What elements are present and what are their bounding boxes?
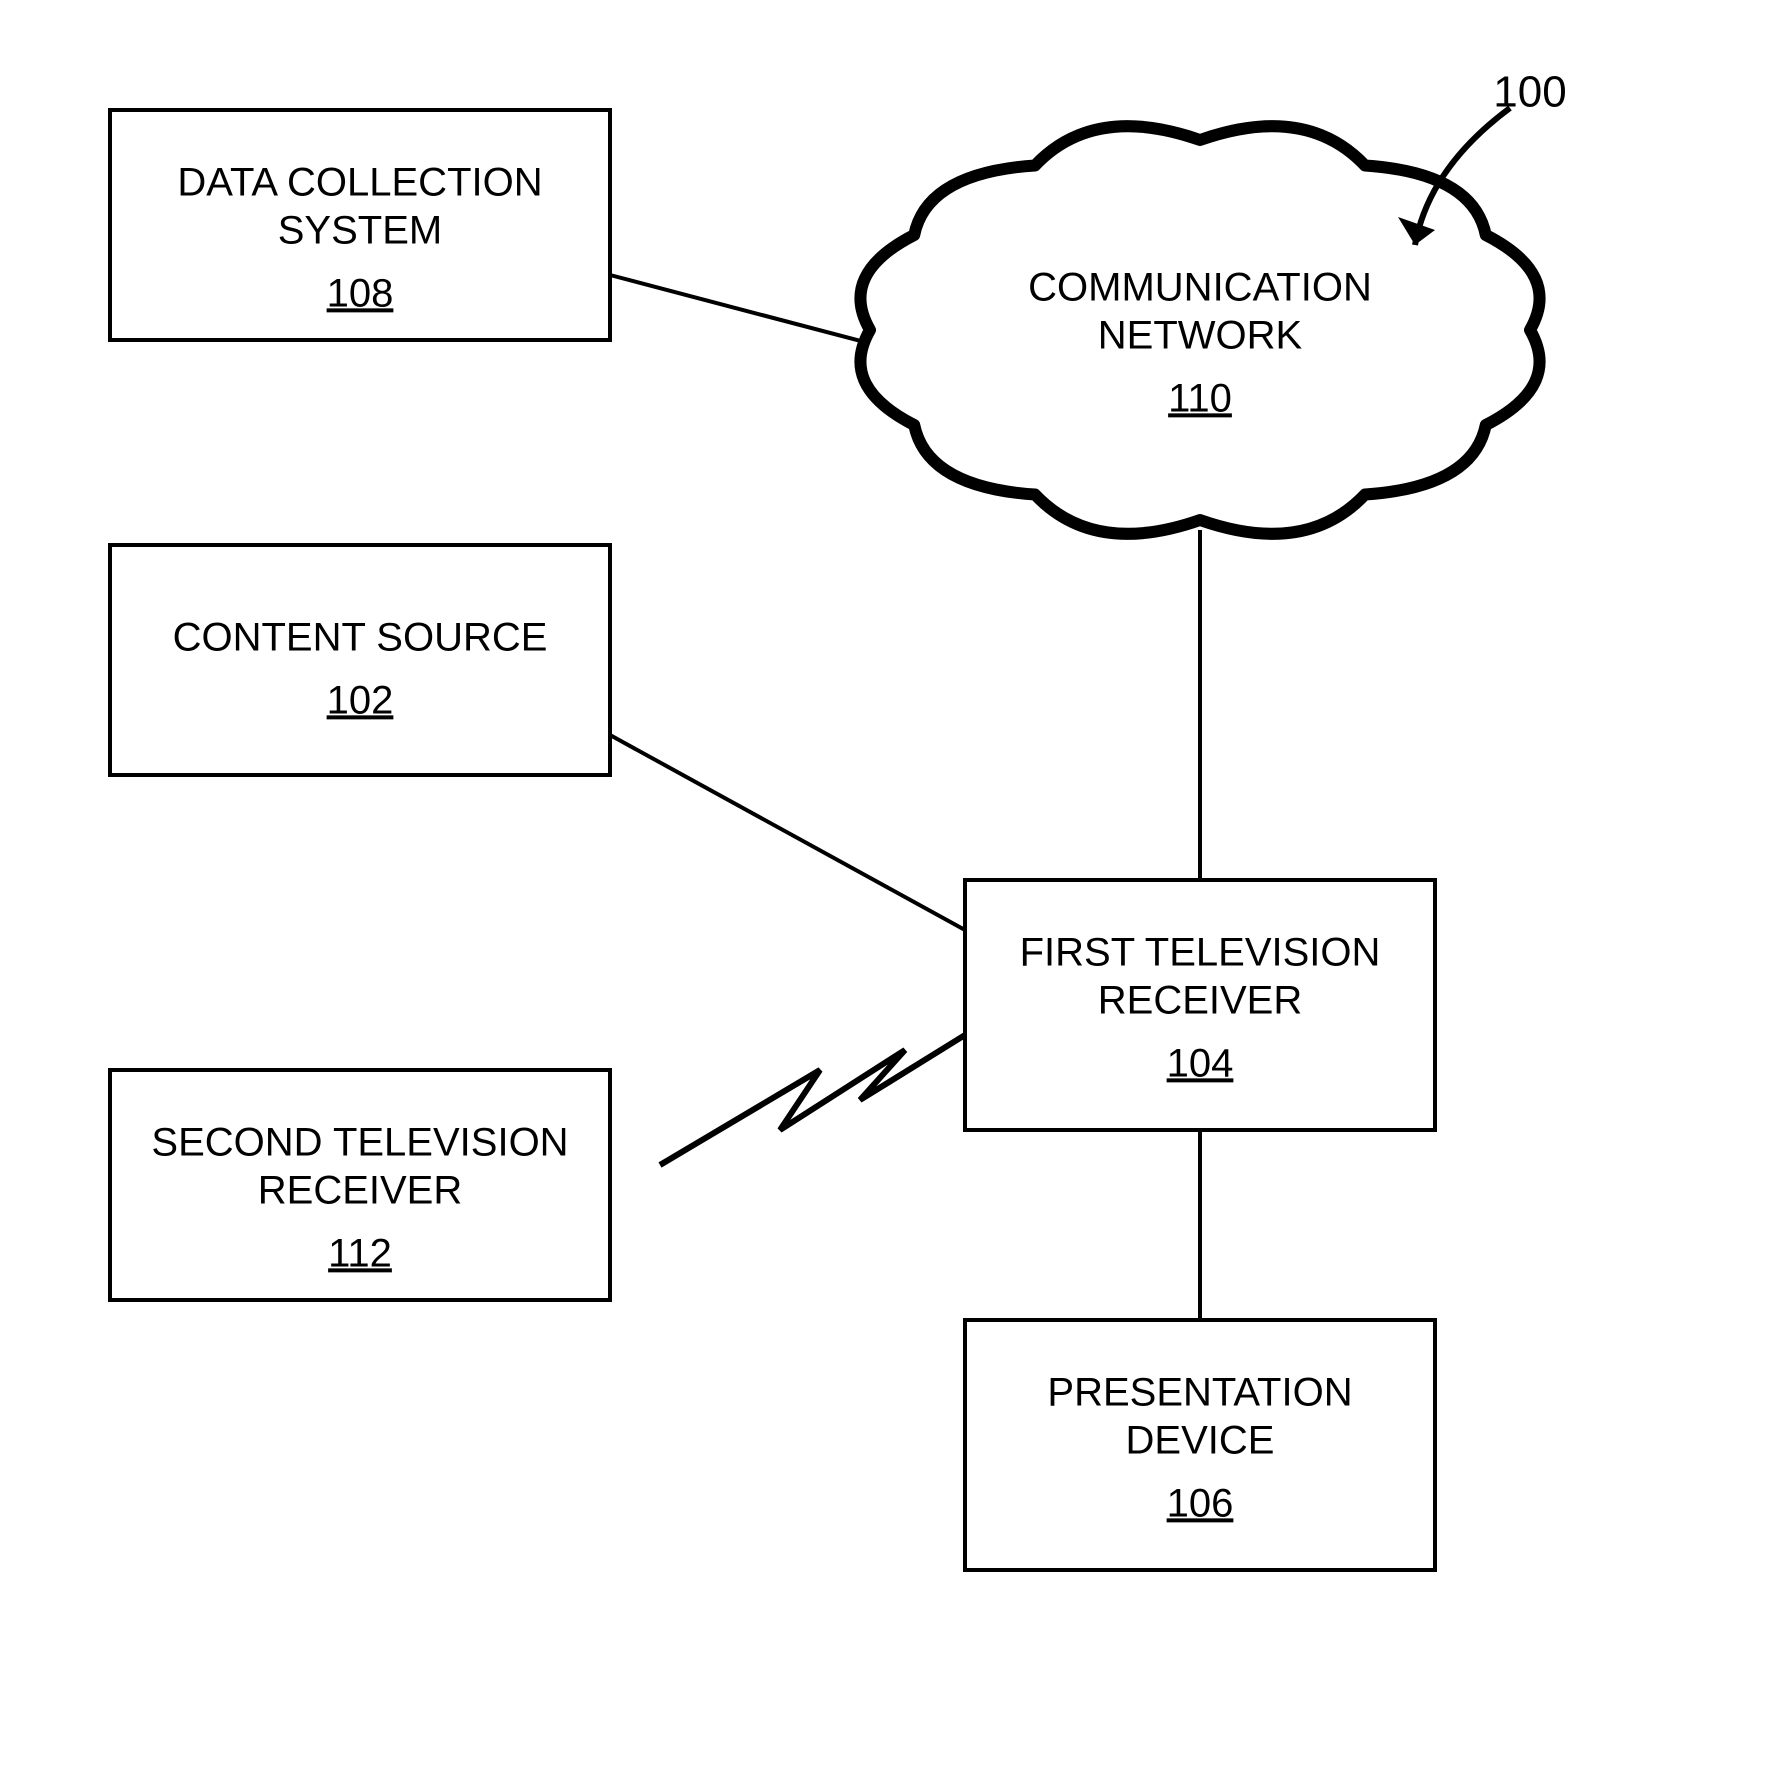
edge-cs-to-recv [610, 735, 965, 930]
node-second-receiver: SECOND TELEVISIONRECEIVER 112 [110, 1070, 610, 1300]
node-label-second-receiver: SECOND TELEVISION [151, 1121, 568, 1165]
edge-second-to-first [660, 1035, 965, 1165]
node-data-collection: DATA COLLECTIONSYSTEM 108 [110, 110, 610, 340]
node-label-content-source: CONTENT SOURCE [173, 616, 548, 660]
node-ref-second-receiver: 112 [328, 1231, 392, 1275]
system-diagram: DATA COLLECTIONSYSTEM 108 CONTENT SOURCE 10… [0, 0, 1769, 1778]
node-ref-first-receiver: 104 [1167, 1041, 1234, 1085]
node-label-data-collection: DATA COLLECTION [177, 161, 542, 205]
node-label-first-receiver: FIRST TELEVISION [1020, 931, 1381, 975]
node-label-second-receiver: RECEIVER [258, 1169, 463, 1213]
node-ref-comm-network: 110 [1168, 376, 1232, 420]
node-label-data-collection: SYSTEM [278, 209, 442, 253]
node-box-content-source [110, 545, 610, 775]
node-label-comm-network: NETWORK [1098, 314, 1303, 358]
node-ref-data-collection: 108 [327, 271, 394, 315]
node-ref-presentation-device: 106 [1167, 1481, 1234, 1525]
node-label-presentation-device: PRESENTATION [1047, 1371, 1352, 1415]
node-content-source: CONTENT SOURCE 102 [110, 545, 610, 775]
node-label-comm-network: COMMUNICATION [1028, 266, 1372, 310]
node-label-presentation-device: DEVICE [1126, 1419, 1275, 1463]
node-ref-content-source: 102 [327, 678, 394, 722]
node-first-receiver: FIRST TELEVISIONRECEIVER 104 [965, 880, 1435, 1130]
node-presentation-device: PRESENTATIONDEVICE 106 [965, 1320, 1435, 1570]
edge-dc-to-cloud [610, 275, 895, 350]
node-label-first-receiver: RECEIVER [1098, 979, 1303, 1023]
